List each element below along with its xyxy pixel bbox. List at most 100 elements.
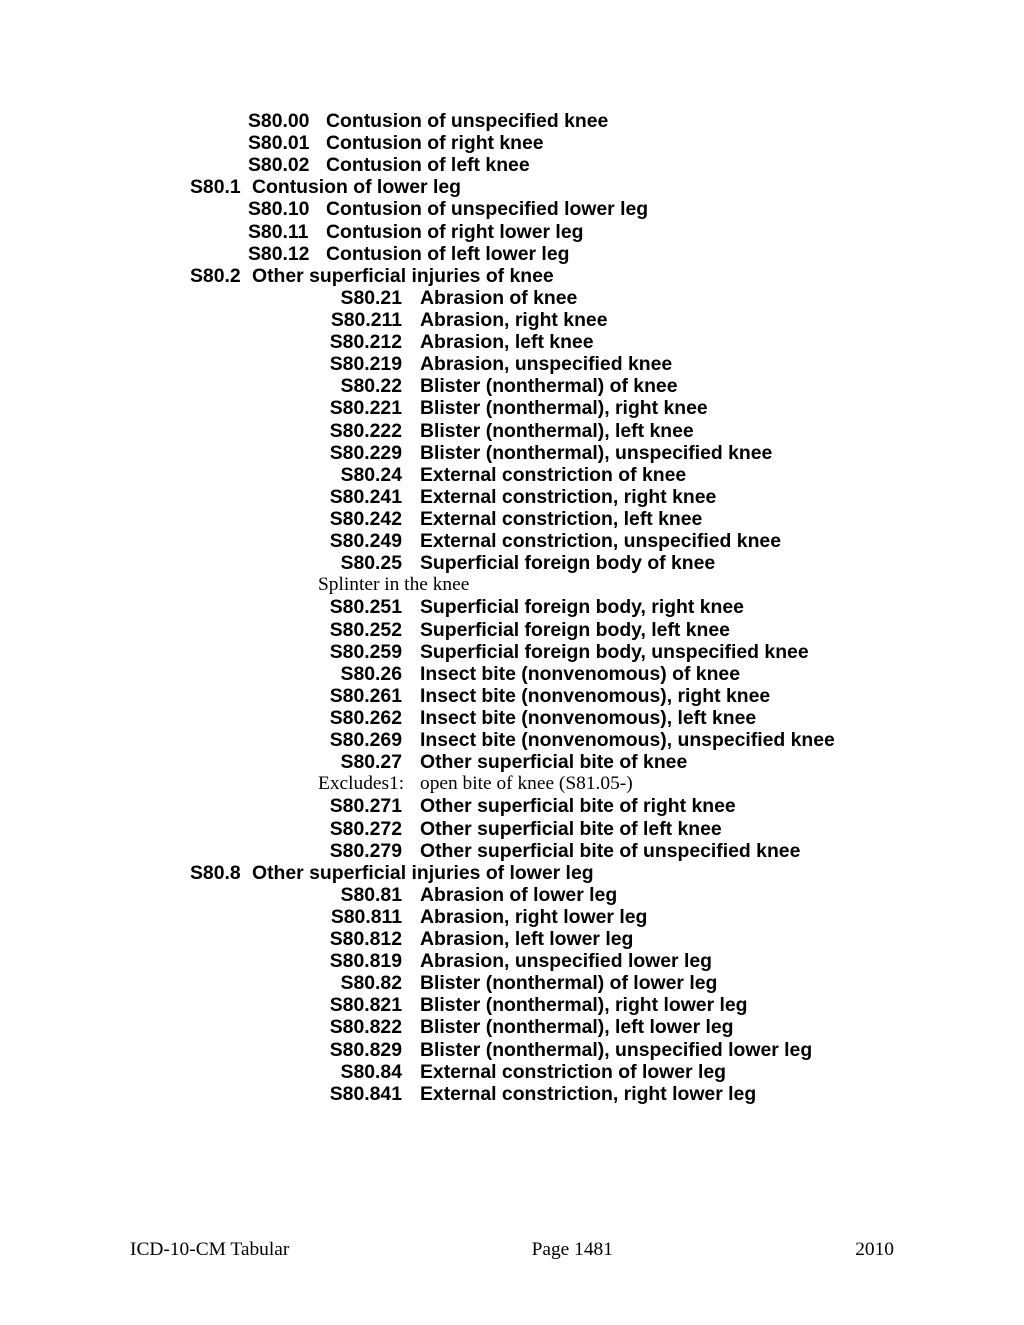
description: Abrasion, unspecified knee (420, 353, 840, 375)
code-row: S80.8Other superficial injuries of lower… (190, 862, 900, 884)
code-row: S80.212Abrasion, left knee (318, 331, 900, 353)
code: S80.21 (318, 287, 420, 309)
code-row: S80.11Contusion of right lower leg (248, 221, 900, 243)
page-footer: ICD-10-CM Tabular Page 1481 2010 (130, 1239, 894, 1261)
description: Abrasion of knee (420, 287, 840, 309)
description: Insect bite (nonvenomous) of knee (420, 663, 840, 685)
description: External constriction of knee (420, 464, 840, 486)
description: Abrasion, right lower leg (420, 906, 840, 928)
code-row: S80.24External constriction of knee (318, 464, 900, 486)
code: S80.84 (318, 1061, 420, 1083)
description: Contusion of right lower leg (326, 221, 900, 243)
code: S80.11 (248, 221, 326, 243)
code-row: S80.01Contusion of right knee (248, 132, 900, 154)
description: Abrasion, right knee (420, 309, 840, 331)
code: S80.1 (190, 176, 252, 198)
code: S80.249 (318, 530, 420, 552)
code: S80.262 (318, 707, 420, 729)
note-text: open bite of knee (S81.05-) (420, 773, 900, 795)
description: Contusion of unspecified knee (326, 110, 900, 132)
code-row: S80.249External constriction, unspecifie… (318, 530, 900, 552)
code: S80.8 (190, 862, 252, 884)
description: Blister (nonthermal), unspecified knee (420, 442, 840, 464)
code-row: S80.222Blister (nonthermal), left knee (318, 420, 900, 442)
code-row: S80.211Abrasion, right knee (318, 309, 900, 331)
code-row: S80.259Superficial foreign body, unspeci… (318, 641, 900, 663)
code: S80.82 (318, 972, 420, 994)
description: Insect bite (nonvenomous), right knee (420, 685, 840, 707)
page: S80.00Contusion of unspecified kneeS80.0… (0, 0, 1024, 1325)
code-row: S80.279Other superficial bite of unspeci… (318, 840, 900, 862)
code: S80.211 (318, 309, 420, 331)
code: S80.269 (318, 729, 420, 751)
code: S80.812 (318, 928, 420, 950)
description: External constriction of lower leg (420, 1061, 840, 1083)
code: S80.219 (318, 353, 420, 375)
code: S80.22 (318, 375, 420, 397)
description: Other superficial injuries of knee (252, 265, 900, 287)
code-row: S80.261Insect bite (nonvenomous), right … (318, 685, 900, 707)
code-list: S80.00Contusion of unspecified kneeS80.0… (130, 110, 900, 1105)
code: S80.241 (318, 486, 420, 508)
footer-center: Page 1481 (532, 1239, 613, 1261)
code: S80.271 (318, 795, 420, 817)
code: S80.81 (318, 884, 420, 906)
code: S80.01 (248, 132, 326, 154)
code-row: S80.242External constriction, left knee (318, 508, 900, 530)
code: S80.259 (318, 641, 420, 663)
description: External constriction, unspecified knee (420, 530, 840, 552)
description: Superficial foreign body, unspecified kn… (420, 641, 840, 663)
code-row: S80.84External constriction of lower leg (318, 1061, 900, 1083)
footer-left: ICD-10-CM Tabular (130, 1239, 289, 1261)
code-row: S80.82Blister (nonthermal) of lower leg (318, 972, 900, 994)
description: Abrasion, unspecified lower leg (420, 950, 840, 972)
description: Superficial foreign body, left knee (420, 619, 840, 641)
code: S80.252 (318, 619, 420, 641)
code-row: S80.829Blister (nonthermal), unspecified… (318, 1039, 900, 1061)
description: Contusion of unspecified lower leg (326, 198, 900, 220)
code-row: S80.262Insect bite (nonvenomous), left k… (318, 707, 900, 729)
code-row: S80.22Blister (nonthermal) of knee (318, 375, 900, 397)
code: S80.251 (318, 596, 420, 618)
description: Insect bite (nonvenomous), unspecified k… (420, 729, 840, 751)
code: S80.821 (318, 994, 420, 1016)
description: Other superficial bite of left knee (420, 818, 840, 840)
code: S80.829 (318, 1039, 420, 1061)
code: S80.811 (318, 906, 420, 928)
description: Contusion of left knee (326, 154, 900, 176)
description: Blister (nonthermal), unspecified lower … (420, 1039, 840, 1061)
description: External constriction, left knee (420, 508, 840, 530)
code: S80.2 (190, 265, 252, 287)
code: S80.26 (318, 663, 420, 685)
code-row: S80.251Superficial foreign body, right k… (318, 596, 900, 618)
description: Superficial foreign body of knee (420, 552, 840, 574)
description: Superficial foreign body, right knee (420, 596, 840, 618)
code: S80.212 (318, 331, 420, 353)
code: S80.24 (318, 464, 420, 486)
code-row: S80.811Abrasion, right lower leg (318, 906, 900, 928)
code: S80.261 (318, 685, 420, 707)
description: External constriction, right knee (420, 486, 840, 508)
code-row: S80.229Blister (nonthermal), unspecified… (318, 442, 900, 464)
code: S80.242 (318, 508, 420, 530)
code-row: S80.841External constriction, right lowe… (318, 1083, 900, 1105)
code-row: S80.812Abrasion, left lower leg (318, 928, 900, 950)
code: S80.12 (248, 243, 326, 265)
code: S80.00 (248, 110, 326, 132)
code-row: S80.269Insect bite (nonvenomous), unspec… (318, 729, 900, 751)
code: S80.221 (318, 397, 420, 419)
description: Abrasion, left lower leg (420, 928, 840, 950)
description: Abrasion of lower leg (420, 884, 840, 906)
code-row: S80.10Contusion of unspecified lower leg (248, 198, 900, 220)
description: External constriction, right lower leg (420, 1083, 840, 1105)
code-row: S80.272Other superficial bite of left kn… (318, 818, 900, 840)
code-row: S80.252Superficial foreign body, left kn… (318, 619, 900, 641)
code-row: S80.81Abrasion of lower leg (318, 884, 900, 906)
code: S80.229 (318, 442, 420, 464)
code: S80.822 (318, 1016, 420, 1038)
code-row: S80.822Blister (nonthermal), left lower … (318, 1016, 900, 1038)
description: Blister (nonthermal), left knee (420, 420, 840, 442)
code-row: S80.00Contusion of unspecified knee (248, 110, 900, 132)
code: S80.10 (248, 198, 326, 220)
description: Other superficial bite of unspecified kn… (420, 840, 840, 862)
